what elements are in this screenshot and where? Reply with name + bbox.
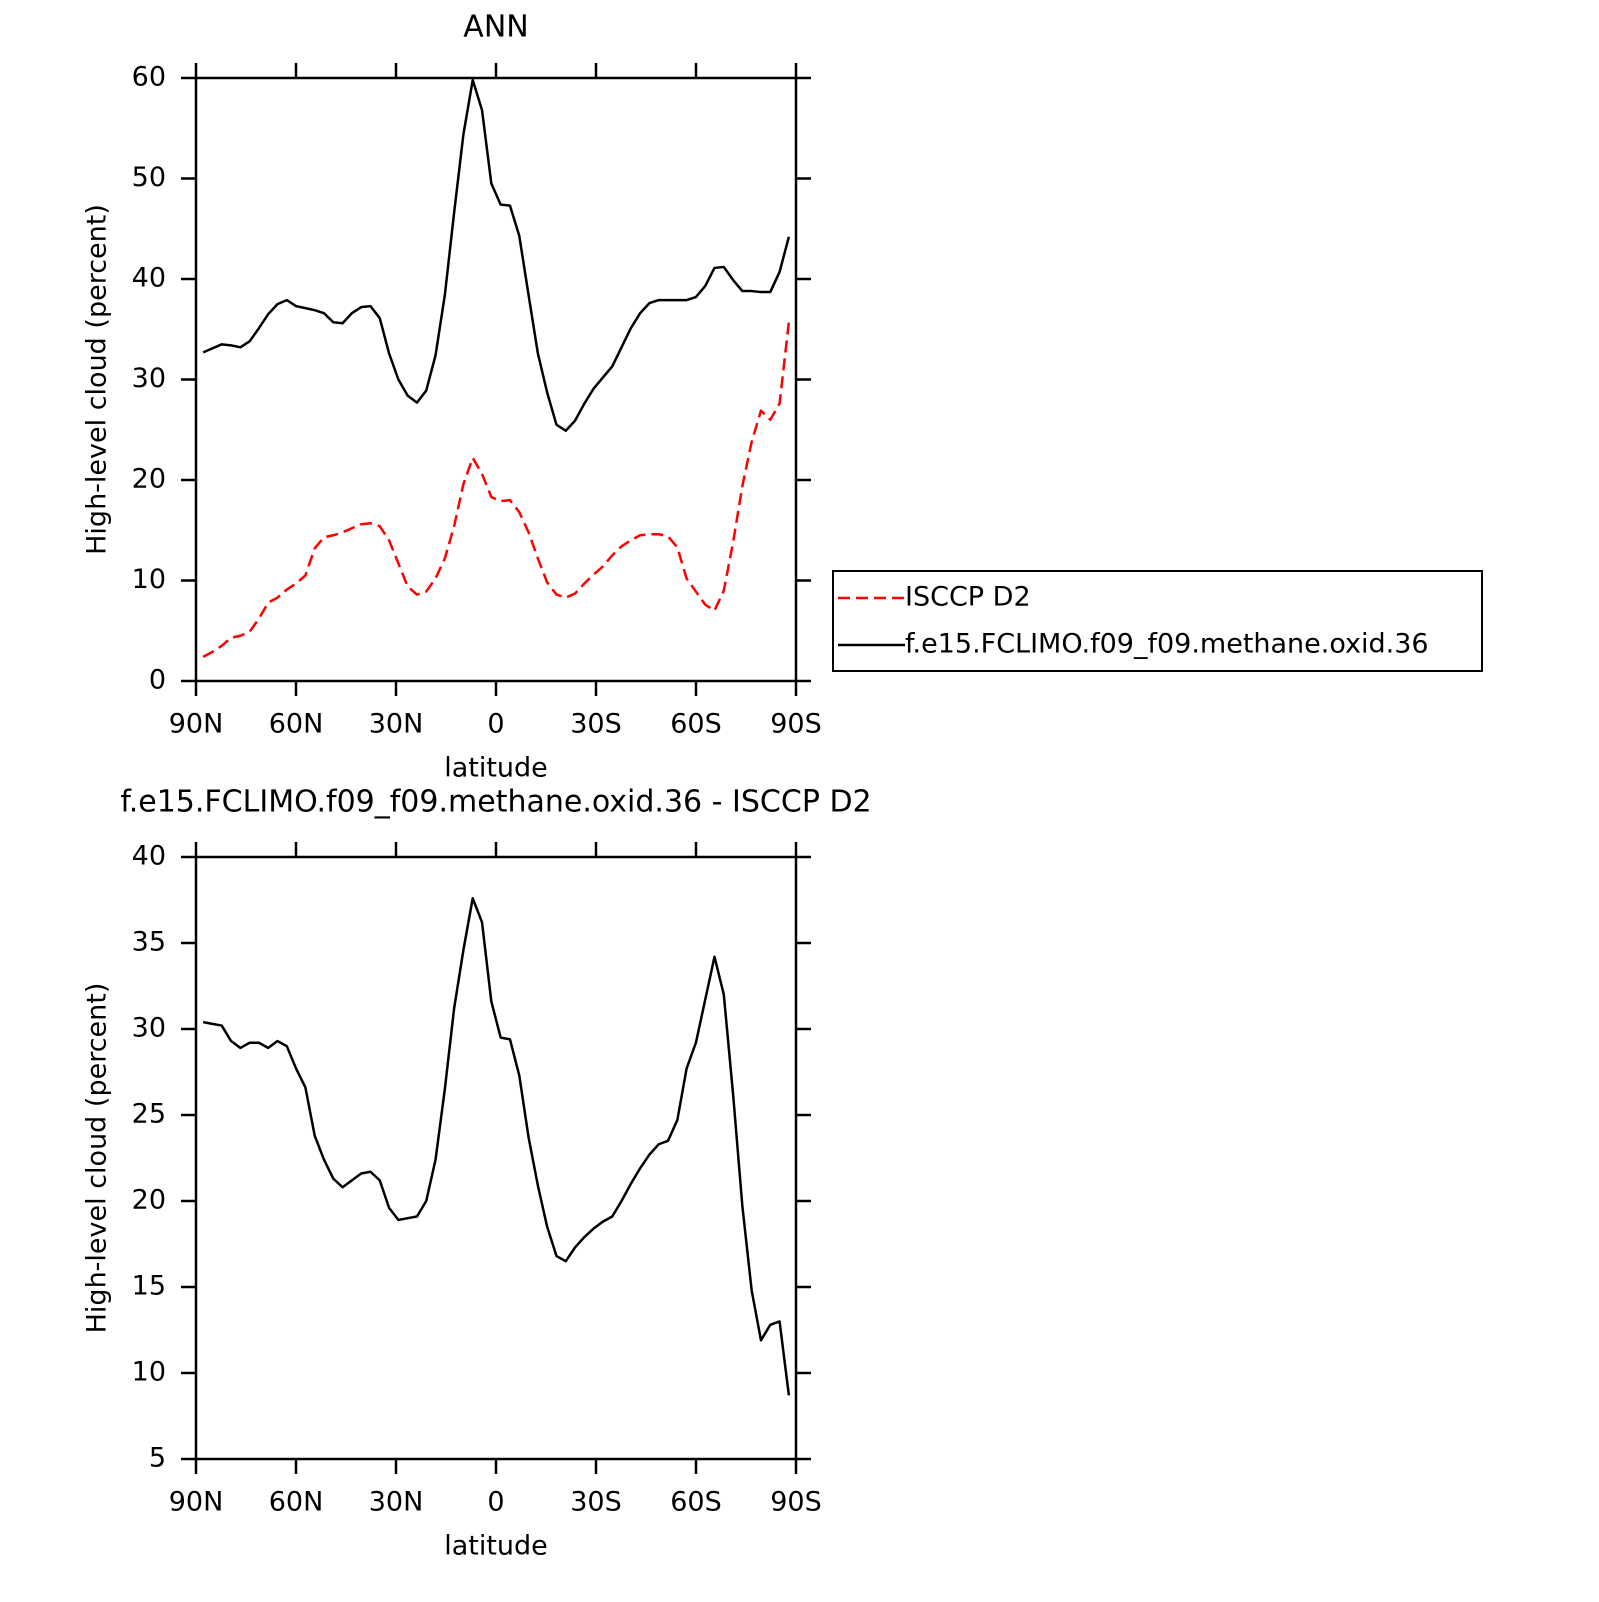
x-tick-label: 30S bbox=[570, 1487, 622, 1518]
x-tick-label: 60N bbox=[269, 709, 324, 740]
y-axis-label: High-level cloud (percent) bbox=[82, 204, 113, 555]
y-tick-label: 60 bbox=[132, 62, 166, 93]
y-tick-label: 10 bbox=[132, 564, 166, 595]
series-line bbox=[202, 322, 791, 658]
y-tick-label: 20 bbox=[132, 1185, 166, 1216]
y-tick-label: 30 bbox=[132, 363, 166, 394]
x-tick-label: 30N bbox=[369, 709, 424, 740]
x-tick-label: 0 bbox=[487, 1487, 504, 1518]
x-tick-label: 90S bbox=[770, 1487, 822, 1518]
y-tick-label: 30 bbox=[132, 1013, 166, 1044]
x-tick-label: 60S bbox=[670, 1487, 722, 1518]
y-tick-label: 0 bbox=[149, 665, 166, 696]
y-tick-label: 5 bbox=[149, 1443, 166, 1474]
plot-frame bbox=[194, 855, 798, 1461]
y-tick-label: 40 bbox=[132, 841, 166, 872]
y-axis-label: High-level cloud (percent) bbox=[82, 983, 113, 1334]
x-tick-label: 90N bbox=[169, 709, 224, 740]
chart-title: ANN bbox=[463, 10, 528, 45]
y-tick-label: 15 bbox=[132, 1271, 166, 1302]
legend-box bbox=[832, 570, 1483, 672]
y-tick-label: 35 bbox=[132, 927, 166, 958]
y-tick-label: 40 bbox=[132, 263, 166, 294]
y-tick-label: 20 bbox=[132, 464, 166, 495]
x-tick-label: 60S bbox=[670, 709, 722, 740]
x-tick-label: 0 bbox=[487, 709, 504, 740]
x-tick-label: 30S bbox=[570, 709, 622, 740]
x-tick-label: 60N bbox=[269, 1487, 324, 1518]
series-line bbox=[202, 78, 791, 432]
chart-title: f.e15.FCLIMO.f09_f09.methane.oxid.36 - I… bbox=[120, 785, 871, 820]
legend-label: ISCCP D2 bbox=[905, 582, 1031, 613]
x-axis-label: latitude bbox=[444, 1531, 548, 1562]
x-tick-label: 90N bbox=[169, 1487, 224, 1518]
series-line bbox=[202, 897, 791, 1396]
legend-label: f.e15.FCLIMO.f09_f09.methane.oxid.36 bbox=[905, 629, 1429, 660]
x-axis-label: latitude bbox=[444, 753, 548, 784]
y-tick-label: 25 bbox=[132, 1099, 166, 1130]
x-tick-label: 90S bbox=[770, 709, 822, 740]
y-tick-label: 50 bbox=[132, 162, 166, 193]
x-tick-label: 30N bbox=[369, 1487, 424, 1518]
y-tick-label: 10 bbox=[132, 1357, 166, 1388]
